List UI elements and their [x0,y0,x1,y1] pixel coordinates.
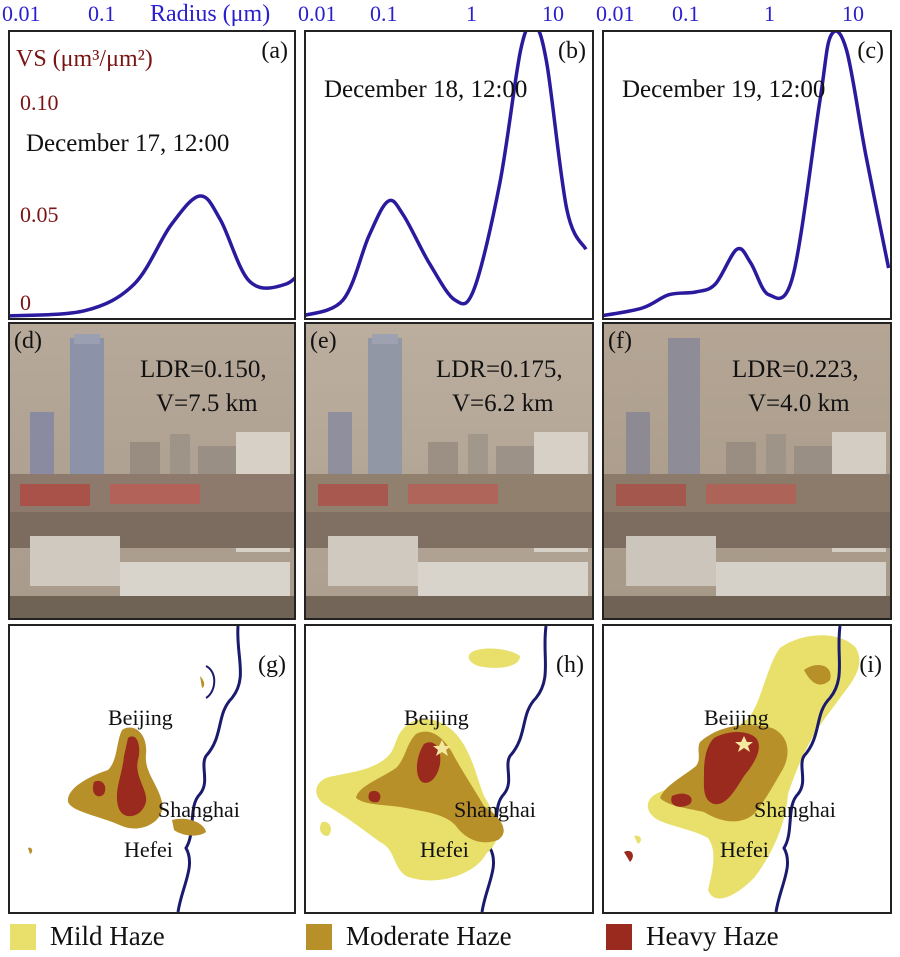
date-label-b: December 18, 12:00 [324,76,528,103]
top-tick-c-001: 0.01 [596,1,635,26]
top-tick-b-1: 1 [466,1,477,26]
y-tick-010: 0.10 [20,90,59,115]
top-tick-c-01: 0.1 [672,1,700,26]
coastline-i [774,626,842,912]
panel-label-b: (b) [558,38,586,64]
photo-panel-d: (d) LDR=0.150, V=7.5 km [8,322,296,620]
ldr-text-d: LDR=0.150, [140,356,267,383]
chart-a-svg [10,194,294,318]
city-photo-f [604,324,890,618]
top-tick-a-01: 0.1 [88,1,116,26]
city-beijing-g: Beijing [108,705,173,730]
city-hefei-h: Hefei [420,837,469,862]
panel-label-d: (d) [14,328,42,354]
y-axis-label: VS (μm³/μm²) [16,46,153,72]
date-label-c: December 19, 12:00 [622,76,826,103]
haze-map-i [624,626,860,912]
legend-swatch-moderate [306,924,332,950]
coastline-h [480,626,548,912]
vs-curve-c [604,32,890,318]
city-shanghai-i: Shanghai [754,797,836,822]
top-tick-c-10: 10 [842,1,864,26]
legend-label-mild: Mild Haze [50,921,165,951]
coastline-g [176,626,242,912]
date-label-a: December 17, 12:00 [26,130,230,157]
city-beijing-i: Beijing [704,705,769,730]
heavy-haze-g [116,736,147,817]
legend-swatch-heavy [606,924,632,950]
legend-label-moderate: Moderate Haze [346,921,512,951]
panel-label-g: (g) [258,652,286,678]
legend-swatch-mild [10,924,36,950]
panel-label-h: (h) [556,652,584,678]
visibility-text-e: V=6.2 km [452,390,554,417]
map-panel-h: (h) Beijing Shanghai Hefei [304,624,594,914]
haze-map-h [316,626,548,912]
chart-c-svg [604,32,890,318]
top-tick-b-01: 0.1 [370,1,398,26]
panel-label-i: (i) [859,652,882,678]
top-tick-a-001: 0.01 [2,1,41,26]
y-tick-0: 0 [20,290,31,315]
city-shanghai-h: Shanghai [454,797,536,822]
top-tick-b-001: 0.01 [298,1,337,26]
legend-label-heavy: Heavy Haze [646,921,779,951]
heavy-haze-i [703,732,759,805]
ldr-text-f: LDR=0.223, [732,356,859,383]
city-hefei-i: Hefei [720,837,769,862]
plot-panel-b: (b) December 18, 12:00 [304,30,594,320]
city-shanghai-g: Shanghai [158,797,240,822]
map-panel-g: (g) Beijing Shanghai Hefei [8,624,296,914]
top-tick-c-1: 1 [764,1,775,26]
heavy-haze-h [416,742,441,783]
moderate-haze-h [356,731,504,843]
y-tick-005: 0.05 [20,202,59,227]
chart-b-svg [306,32,588,317]
top-tick-b-10: 10 [542,1,564,26]
city-photo-e [306,324,592,618]
visibility-text-d: V=7.5 km [156,390,258,417]
photo-panel-f: (f) LDR=0.223, V=4.0 km [602,322,892,620]
city-photo-d [10,324,294,618]
ldr-text-e: LDR=0.175, [436,356,563,383]
vs-curve-a [10,194,294,318]
visibility-text-f: V=4.0 km [748,390,850,417]
panel-label-e: (e) [310,328,337,354]
haze-map-g [28,626,242,912]
plot-panel-a: VS (μm³/μm²) 0.10 0.05 0 (a) December 17… [8,30,296,320]
vs-curve-b [306,32,588,317]
photo-panel-e: (e) LDR=0.175, V=6.2 km [304,322,594,620]
map-panel-i: (i) Beijing Shanghai Hefei [602,624,892,914]
radius-axis-title: Radius (μm) [150,1,271,27]
panel-label-a: (a) [261,38,288,64]
plot-panel-c: (c) December 19, 12:00 [602,30,892,320]
panel-label-f: (f) [608,328,632,354]
city-hefei-g: Hefei [124,837,173,862]
moderate-haze-g [67,727,163,829]
city-beijing-h: Beijing [404,705,469,730]
panel-label-c: (c) [857,38,884,64]
